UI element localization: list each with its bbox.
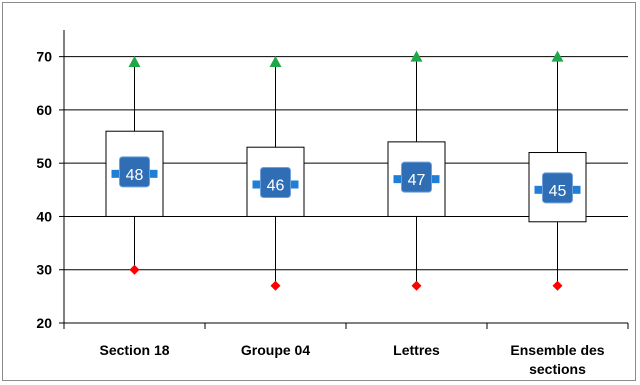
min-marker — [270, 280, 281, 291]
labels: 20 30 40 50 60 70 Section 18 Groupe 04 Lettres En… — [36, 49, 604, 377]
axes — [59, 30, 629, 329]
mean-label: 46 — [267, 177, 285, 194]
category-label: Section 18 — [99, 342, 169, 358]
mean-marker — [260, 166, 291, 198]
max-marker — [269, 55, 282, 67]
min-marker — [129, 264, 140, 275]
max-marker — [410, 50, 423, 62]
box-group: 47 — [387, 50, 446, 291]
y-tick-label: 30 — [36, 262, 52, 278]
y-tick-label: 60 — [36, 102, 52, 118]
y-tick-label: 70 — [36, 49, 52, 65]
min-marker — [552, 280, 563, 291]
box-group: 48 — [105, 55, 164, 275]
category-label: Ensemble des — [510, 342, 604, 358]
category-label: Lettres — [393, 342, 440, 358]
y-tick-label: 20 — [36, 315, 52, 331]
y-tick-label: 50 — [36, 155, 52, 171]
min-marker — [411, 280, 422, 291]
mean-marker — [401, 161, 432, 193]
max-marker — [551, 50, 564, 62]
mean-label: 48 — [126, 167, 144, 184]
boxes: 48 46 47 45 — [105, 50, 587, 291]
category-label: sections — [529, 361, 586, 377]
mean-marker — [119, 156, 150, 188]
y-tick-label: 40 — [36, 208, 52, 224]
mean-marker — [542, 172, 573, 204]
category-label: Groupe 04 — [241, 342, 310, 358]
box-group: 45 — [528, 50, 587, 291]
max-marker — [128, 55, 141, 67]
mean-label: 47 — [408, 172, 426, 189]
mean-label: 45 — [549, 183, 567, 200]
box-group: 46 — [246, 55, 305, 291]
